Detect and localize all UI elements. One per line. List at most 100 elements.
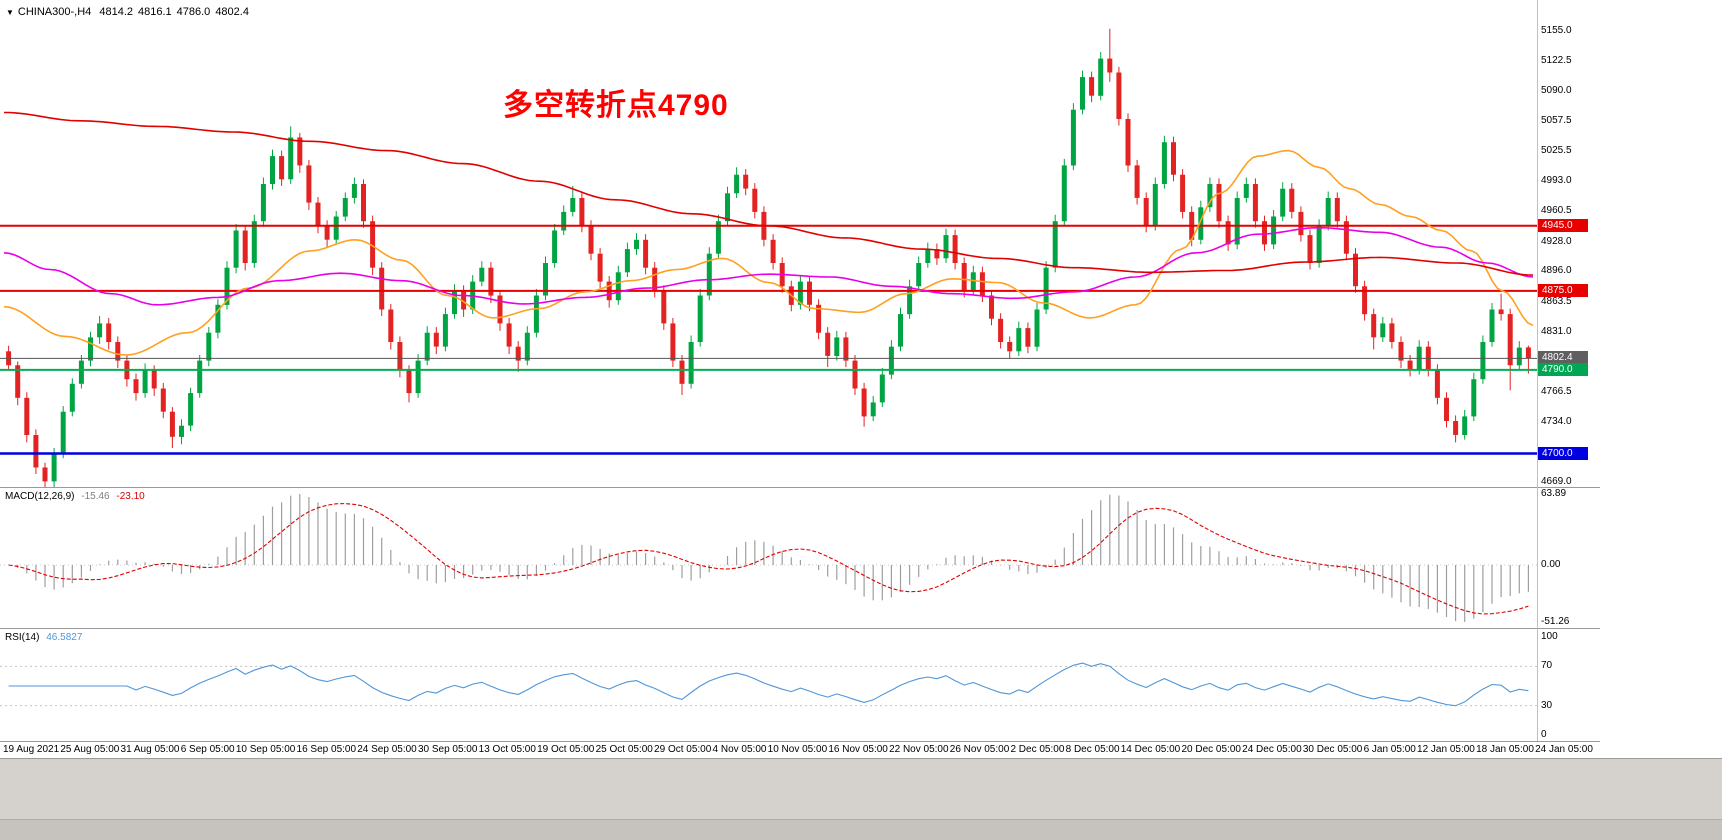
candle-up bbox=[78, 360, 84, 384]
time-axis-label: 13 Oct 05:00 bbox=[478, 744, 536, 755]
candle-down bbox=[934, 249, 940, 259]
price-badge-4802.4: 4802.4 bbox=[1538, 351, 1588, 364]
candle-up bbox=[479, 267, 485, 282]
time-axis-label: 8 Dec 05:00 bbox=[1065, 744, 1120, 755]
candle-up bbox=[342, 198, 348, 217]
ma-orange bbox=[3, 149, 1534, 356]
candle-down bbox=[1362, 286, 1368, 315]
candle-down bbox=[151, 369, 157, 389]
candle-down bbox=[24, 397, 30, 435]
price-badge-4875.0: 4875.0 bbox=[1538, 284, 1588, 297]
rsi-legend: RSI(14) 46.5827 bbox=[5, 632, 82, 643]
time-axis-label: 30 Dec 05:00 bbox=[1302, 744, 1363, 755]
candle-up bbox=[1489, 309, 1495, 342]
candle-down bbox=[33, 435, 39, 468]
panel-separator bbox=[0, 628, 1600, 629]
candle-up bbox=[706, 253, 712, 296]
time-axis-label: 29 Oct 05:00 bbox=[654, 744, 712, 755]
candle-up bbox=[215, 304, 221, 333]
candle-down bbox=[242, 230, 248, 263]
symbol-dropdown-icon[interactable]: ▼ bbox=[6, 8, 14, 17]
candle-down bbox=[579, 198, 585, 226]
candle-down bbox=[388, 309, 394, 342]
candle-up bbox=[233, 230, 239, 268]
candle-up bbox=[179, 425, 184, 437]
candle-down bbox=[169, 411, 175, 437]
macd-signal-value: -23.10 bbox=[116, 491, 145, 502]
price-chart-panel[interactable] bbox=[0, 0, 1722, 487]
candle-down bbox=[115, 342, 121, 361]
candle-down bbox=[1134, 165, 1140, 198]
candle-up bbox=[1070, 109, 1076, 166]
price-scale-label: 5025.5 bbox=[1541, 145, 1572, 156]
candle-up bbox=[51, 453, 57, 482]
candle-down bbox=[361, 184, 366, 222]
candle-down bbox=[1116, 72, 1122, 119]
rsi-scale-label: 100 bbox=[1541, 631, 1558, 642]
price-scale-label: 5122.5 bbox=[1541, 55, 1572, 66]
candle-up bbox=[1098, 58, 1104, 96]
time-axis-label: 6 Sep 05:00 bbox=[180, 744, 235, 755]
candle-up bbox=[834, 337, 840, 356]
time-axis-label: 18 Jan 05:00 bbox=[1476, 744, 1534, 755]
rsi-scale-label: 0 bbox=[1541, 729, 1547, 740]
price-scale-label: 5090.0 bbox=[1541, 85, 1572, 96]
candle-down bbox=[1525, 347, 1531, 359]
candle-up bbox=[206, 332, 212, 361]
candle-down bbox=[1453, 421, 1459, 435]
candle-down bbox=[42, 467, 48, 482]
candle-down bbox=[370, 221, 376, 268]
candle-up bbox=[1234, 198, 1240, 245]
terminal-strip bbox=[0, 758, 1722, 840]
candle-down bbox=[961, 263, 967, 291]
candle-down bbox=[1225, 221, 1231, 245]
ohlc-open: 4814.2 bbox=[99, 6, 133, 18]
candle-down bbox=[1389, 323, 1395, 342]
price-badge-4945.0: 4945.0 bbox=[1538, 219, 1588, 232]
candle-down bbox=[1371, 314, 1377, 338]
candle-down bbox=[379, 267, 385, 310]
candle-up bbox=[1516, 347, 1522, 366]
candle-down bbox=[315, 202, 321, 226]
candle-down bbox=[825, 332, 831, 356]
candle-down bbox=[752, 188, 758, 212]
candle-up bbox=[1016, 328, 1022, 352]
price-scale-label: 4766.5 bbox=[1541, 386, 1572, 397]
candle-up bbox=[1034, 309, 1040, 347]
candle-down bbox=[106, 323, 112, 342]
annotation-text[interactable]: 多空转折点4790 bbox=[503, 89, 729, 122]
candle-down bbox=[1125, 119, 1131, 166]
panel-separator bbox=[0, 741, 1600, 742]
macd-indicator-panel[interactable] bbox=[0, 488, 1722, 628]
candle-up bbox=[288, 137, 294, 180]
candle-up bbox=[879, 374, 885, 403]
candle-down bbox=[1444, 397, 1449, 421]
candle-up bbox=[452, 290, 457, 315]
candle-up bbox=[1061, 165, 1067, 222]
candle-up bbox=[260, 184, 266, 222]
candle-down bbox=[807, 281, 812, 305]
candle-up bbox=[524, 332, 530, 361]
rsi-indicator-panel[interactable] bbox=[0, 629, 1722, 741]
candle-down bbox=[1180, 174, 1186, 212]
time-axis-label: 24 Sep 05:00 bbox=[357, 744, 417, 755]
time-axis-label: 16 Nov 05:00 bbox=[828, 744, 888, 755]
candle-up bbox=[351, 184, 357, 198]
time-axis[interactable]: 19 Aug 2021 25 Aug 05:00 31 Aug 05:00 6 Sep… bbox=[3, 744, 1593, 755]
time-axis-label: 19 Aug 2021 bbox=[3, 744, 60, 755]
rsi-scale-label: 30 bbox=[1541, 700, 1553, 711]
candle-up bbox=[1271, 216, 1277, 245]
candle-down bbox=[297, 137, 303, 166]
candle-up bbox=[142, 369, 148, 394]
candle-up bbox=[888, 346, 894, 375]
candle-down bbox=[433, 332, 439, 347]
price-scale-label: 4863.5 bbox=[1541, 296, 1572, 307]
candle-down bbox=[306, 165, 312, 203]
macd-signal-line bbox=[8, 503, 1529, 615]
candle-down bbox=[743, 174, 749, 189]
candle-down bbox=[397, 342, 403, 370]
candle-up bbox=[1198, 207, 1204, 240]
candle-down bbox=[979, 272, 985, 296]
symbol-title: CHINA300-,H4 bbox=[17, 6, 92, 18]
time-axis-label: 10 Nov 05:00 bbox=[767, 744, 828, 755]
